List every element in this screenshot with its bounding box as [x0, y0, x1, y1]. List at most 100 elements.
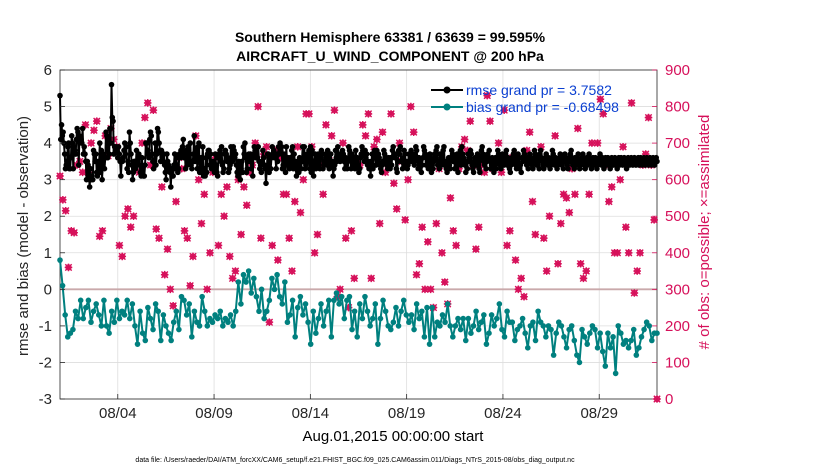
rmse-point — [447, 165, 453, 172]
obs-assimilated-marker — [87, 139, 95, 147]
bias-point — [170, 319, 177, 326]
bias-point — [615, 323, 622, 329]
rmse-point — [116, 151, 123, 157]
x-tick-label: 08/04 — [99, 405, 137, 422]
bias-point — [439, 312, 446, 318]
obs-assimilated-marker — [180, 227, 189, 235]
rmse-point — [213, 162, 219, 168]
obs-assimilated-marker — [67, 227, 76, 235]
obs-assimilated-marker — [528, 197, 537, 206]
bias-point — [377, 315, 384, 322]
rmse-point — [477, 169, 483, 176]
rmse-point — [127, 140, 134, 146]
rmse-point — [149, 151, 155, 157]
rmse-point — [511, 147, 517, 154]
bias-point — [499, 326, 505, 333]
rmse-point — [607, 165, 613, 172]
rmse-point — [309, 147, 315, 154]
bias-point — [424, 304, 430, 311]
bias-point — [628, 337, 634, 344]
bias-point — [168, 337, 174, 344]
bias-point — [70, 326, 76, 333]
rmse-point — [378, 169, 385, 176]
obs-assimilated-marker — [511, 256, 520, 264]
bias-point — [325, 297, 332, 304]
bias-point — [173, 308, 180, 315]
bias-point — [240, 271, 247, 278]
bias-point — [80, 315, 87, 322]
rmse-point — [161, 162, 168, 168]
rmse-point — [281, 151, 287, 157]
bias-point — [163, 323, 169, 329]
bias-point — [447, 323, 454, 329]
bias-point — [124, 297, 130, 304]
obs-assimilated-marker — [599, 110, 608, 118]
rmse-series — [57, 81, 660, 190]
bias-point — [323, 308, 329, 315]
rmse-point — [258, 169, 265, 176]
rmse-point — [164, 151, 170, 157]
bias-point — [594, 345, 601, 351]
bias-point — [256, 308, 262, 315]
obs-assimilated-marker — [237, 230, 245, 239]
obs-assimilated-marker — [418, 223, 426, 231]
bias-point — [129, 301, 136, 307]
obs-assimilated-marker — [141, 113, 149, 122]
rmse-point — [580, 151, 586, 157]
rmse-point — [507, 169, 514, 176]
rmse-point — [388, 154, 394, 161]
rmse-point — [141, 173, 148, 179]
bias-point — [121, 312, 128, 318]
bias-point — [470, 323, 477, 329]
obs-assimilated-marker — [319, 190, 327, 199]
rmse-point — [310, 173, 317, 179]
bias-point — [220, 323, 226, 329]
bias-point — [351, 308, 358, 315]
obs-assimilated-marker — [373, 135, 381, 144]
rmse-point — [162, 169, 169, 176]
bias-point — [139, 330, 146, 337]
rmse-point — [123, 143, 130, 150]
bias-point — [548, 326, 554, 333]
rmse-point — [278, 143, 285, 150]
obs-assimilated-marker — [506, 227, 514, 235]
obs-assimilated-marker — [424, 238, 432, 246]
left-tick-label: 0 — [44, 281, 52, 298]
obs-assimilated-marker — [257, 234, 265, 242]
obs-assimilated-marker — [390, 179, 398, 188]
bias-point — [191, 308, 198, 315]
obs-assimilated-marker — [169, 301, 177, 310]
rmse-point — [214, 173, 221, 179]
rmse-point — [305, 158, 311, 165]
x-axis-ticks: 08/04 08/09 08/14 08/19 08/24 08/29 — [99, 394, 618, 422]
rmse-point — [479, 143, 485, 150]
bias-point — [152, 301, 159, 307]
rmse-point — [260, 154, 267, 161]
obs-assimilated-marker — [494, 139, 503, 147]
rmse-point — [575, 151, 581, 157]
rmse-point — [419, 162, 425, 168]
bias-point — [468, 330, 474, 337]
bias-point — [442, 319, 448, 326]
obs-assimilated-marker — [404, 175, 412, 184]
obs-assimilated-marker — [115, 241, 124, 250]
rmse-point — [535, 158, 542, 165]
obs-assimilated-marker — [540, 234, 548, 242]
left-tick-label: 2 — [44, 208, 52, 225]
rmse-point — [196, 140, 202, 146]
bias-point — [230, 323, 236, 329]
rmse-point — [249, 173, 256, 179]
obs-assimilated-marker — [336, 285, 344, 294]
obs-assimilated-marker — [350, 274, 359, 283]
obs-assimilated-marker — [381, 168, 390, 177]
rmse-point — [291, 151, 297, 157]
obs-assimilated-marker — [327, 132, 336, 140]
obs-assimilated-marker — [633, 267, 641, 275]
obs-assimilated-marker — [330, 106, 339, 115]
bias-point — [235, 279, 242, 285]
obs-assimilated-marker — [571, 190, 579, 199]
obs-assimilated-marker — [189, 252, 197, 261]
obs-assimilated-marker — [523, 146, 531, 155]
obs-assimilated-marker — [613, 248, 622, 257]
